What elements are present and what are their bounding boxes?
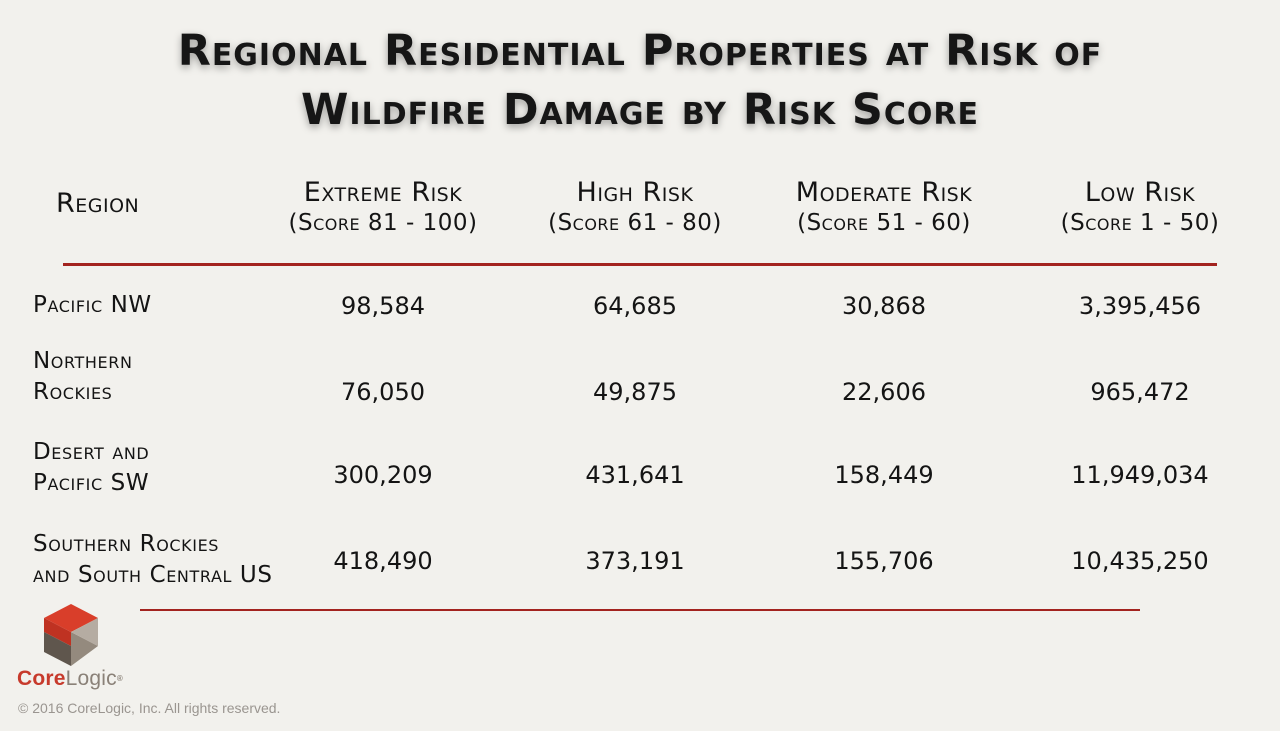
row-label-line: Rockies [33, 379, 113, 405]
cell-moderate: 158,449 [834, 461, 934, 489]
cell-extreme: 300,209 [333, 461, 433, 489]
cell-high: 431,641 [585, 461, 685, 489]
column-header-label: Moderate Risk [795, 177, 973, 208]
column-header-region: Region [56, 188, 139, 219]
page-title: Regional Residential Properties at Risk … [0, 22, 1280, 140]
corelogic-logo-icon [44, 604, 98, 666]
cell-extreme: 76,050 [341, 378, 425, 406]
title-line-1: Regional Residential Properties at Risk … [177, 26, 1103, 76]
row-label-line: Pacific SW [33, 470, 150, 496]
row-label: Desert and Pacific SW [33, 437, 149, 499]
column-header-subtitle: (Score 61 - 80) [548, 210, 722, 236]
cell-high: 373,191 [585, 547, 685, 575]
header-divider [63, 263, 1217, 266]
title-line-2: Wildfire Damage by Risk Score [301, 85, 979, 135]
column-header-subtitle: (Score 1 - 50) [1060, 210, 1220, 236]
row-label: Pacific NW [33, 290, 152, 321]
column-header-extreme: Extreme Risk (Score 81 - 100) [268, 177, 498, 239]
table-bottom-divider [140, 609, 1140, 611]
row-label-line: and South Central US [33, 562, 273, 588]
column-header-low: Low Risk (Score 1 - 50) [1025, 177, 1255, 239]
brand-logic: Logic [65, 667, 117, 690]
column-header-label: Extreme Risk [303, 177, 463, 208]
copyright-text: © 2016 CoreLogic, Inc. All rights reserv… [18, 700, 281, 716]
cell-low: 11,949,034 [1071, 461, 1209, 489]
cell-extreme: 98,584 [341, 292, 425, 320]
brand-core: Core [17, 667, 66, 690]
row-label-line: Southern Rockies [33, 531, 220, 557]
row-label: Northern Rockies [33, 346, 133, 408]
cell-high: 49,875 [593, 378, 677, 406]
cell-high: 64,685 [593, 292, 677, 320]
column-header-label: Low Risk [1084, 177, 1196, 208]
column-header-moderate: Moderate Risk (Score 51 - 60) [754, 177, 1014, 239]
cell-extreme: 418,490 [333, 547, 433, 575]
column-header-label: High Risk [576, 177, 694, 208]
brand-wordmark: CoreLogic® [17, 666, 123, 692]
column-header-label: Region [56, 188, 140, 219]
cell-low: 3,395,456 [1078, 292, 1202, 320]
column-header-high: High Risk (Score 61 - 80) [520, 177, 750, 239]
cell-low: 965,472 [1090, 378, 1190, 406]
row-label-line: Desert and [33, 439, 150, 465]
column-header-subtitle: (Score 81 - 100) [288, 210, 478, 236]
registered-mark: ® [116, 674, 123, 683]
cell-moderate: 155,706 [834, 547, 934, 575]
cell-moderate: 22,606 [842, 378, 926, 406]
cell-moderate: 30,868 [842, 292, 926, 320]
column-header-subtitle: (Score 51 - 60) [797, 210, 971, 236]
row-label: Southern Rockies and South Central US [33, 529, 273, 591]
cell-low: 10,435,250 [1071, 547, 1209, 575]
row-label-line: Northern [33, 348, 133, 374]
row-label-line: Pacific NW [33, 292, 152, 318]
